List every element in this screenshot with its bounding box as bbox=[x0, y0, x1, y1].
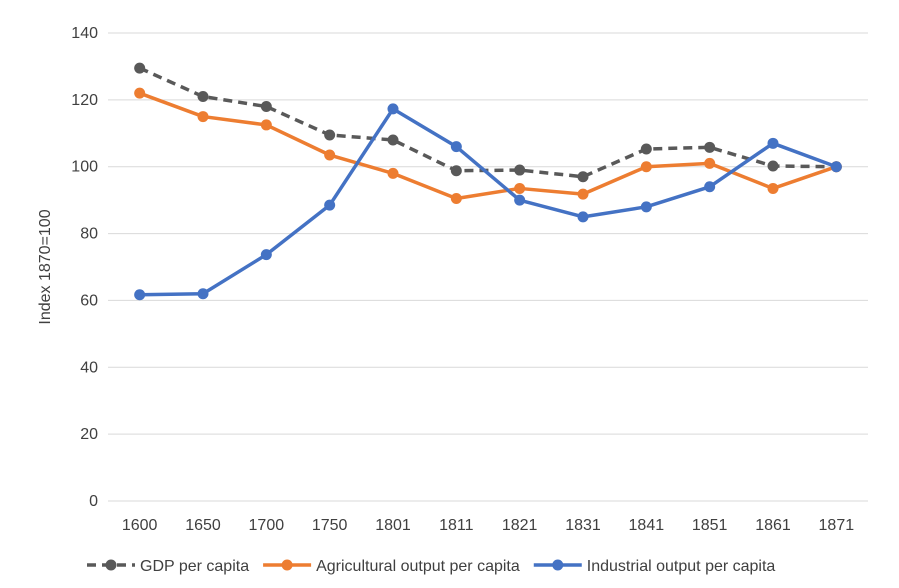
data-point bbox=[514, 182, 526, 194]
data-point bbox=[704, 157, 716, 169]
data-point bbox=[134, 87, 146, 99]
gridlines bbox=[108, 32, 868, 502]
data-point bbox=[260, 101, 272, 113]
y-tick-label: 120 bbox=[71, 92, 98, 109]
y-tick-label: 40 bbox=[80, 359, 98, 376]
series-layer bbox=[134, 62, 842, 301]
y-tick-label: 20 bbox=[80, 426, 98, 443]
data-point bbox=[767, 160, 779, 172]
legend: GDP per capita Agricultural output per ca… bbox=[87, 558, 775, 575]
series-line bbox=[137, 107, 839, 297]
x-tick-label: 1700 bbox=[249, 517, 285, 534]
legend-label: Industrial output per capita bbox=[587, 558, 776, 575]
x-axis-ticks: 1600 1650 1700 1750 1801 1811 1821 1831 1841 1851… bbox=[122, 517, 854, 534]
legend-swatch-marker bbox=[281, 559, 293, 571]
data-point bbox=[450, 141, 462, 153]
series-1 bbox=[134, 87, 842, 204]
x-tick-label: 1650 bbox=[185, 517, 221, 534]
legend-swatch-marker bbox=[105, 559, 117, 571]
data-point bbox=[640, 143, 652, 155]
data-point bbox=[260, 249, 272, 261]
y-tick-label: 140 bbox=[71, 25, 98, 42]
x-tick-label: 1821 bbox=[502, 517, 538, 534]
y-tick-label: 100 bbox=[71, 159, 98, 176]
data-point bbox=[387, 103, 399, 115]
x-tick-label: 1871 bbox=[819, 517, 855, 534]
data-point bbox=[197, 111, 209, 123]
data-point bbox=[134, 289, 146, 301]
y-tick-label: 0 bbox=[89, 493, 98, 510]
x-tick-label: 1811 bbox=[439, 517, 474, 534]
series-line bbox=[138, 66, 837, 179]
data-point bbox=[387, 134, 399, 146]
x-tick-label: 1831 bbox=[565, 517, 601, 534]
data-point bbox=[640, 201, 652, 213]
x-tick-label: 1750 bbox=[312, 517, 348, 534]
data-point bbox=[324, 149, 336, 161]
data-point bbox=[134, 62, 146, 74]
x-tick-label: 1851 bbox=[692, 517, 728, 534]
legend-label: Agricultural output per capita bbox=[316, 558, 520, 575]
x-tick-label: 1841 bbox=[629, 517, 665, 534]
data-point bbox=[514, 194, 526, 206]
series-2 bbox=[134, 103, 842, 301]
legend-item: GDP per capita bbox=[87, 558, 249, 575]
data-point bbox=[577, 171, 589, 183]
x-tick-label: 1600 bbox=[122, 517, 158, 534]
data-point bbox=[197, 91, 209, 103]
data-point bbox=[450, 192, 462, 204]
legend-label: GDP per capita bbox=[140, 558, 249, 575]
data-point bbox=[767, 137, 779, 149]
legend-swatch-marker bbox=[552, 559, 564, 571]
series-0 bbox=[134, 62, 842, 183]
data-point bbox=[514, 164, 526, 176]
y-axis-ticks: 0 20 40 60 80 100 120 140 bbox=[71, 25, 98, 510]
data-point bbox=[767, 182, 779, 194]
data-point bbox=[830, 161, 842, 173]
data-point bbox=[197, 288, 209, 300]
data-point bbox=[704, 181, 716, 193]
y-axis-title: Index 1870=100 bbox=[37, 209, 54, 324]
x-tick-label: 1801 bbox=[375, 517, 411, 534]
series-line bbox=[137, 91, 839, 201]
legend-item: Agricultural output per capita bbox=[263, 558, 520, 575]
data-point bbox=[577, 188, 589, 200]
x-tick-label: 1861 bbox=[755, 517, 791, 534]
data-point bbox=[704, 141, 716, 153]
data-point bbox=[450, 165, 462, 177]
y-tick-label: 60 bbox=[80, 292, 98, 309]
data-point bbox=[577, 211, 589, 223]
data-point bbox=[324, 129, 336, 141]
data-point bbox=[640, 161, 652, 173]
y-tick-label: 80 bbox=[80, 226, 98, 243]
data-point bbox=[387, 167, 399, 179]
legend-item: Industrial output per capita bbox=[533, 558, 776, 575]
data-point bbox=[324, 199, 336, 211]
data-point bbox=[260, 119, 272, 131]
